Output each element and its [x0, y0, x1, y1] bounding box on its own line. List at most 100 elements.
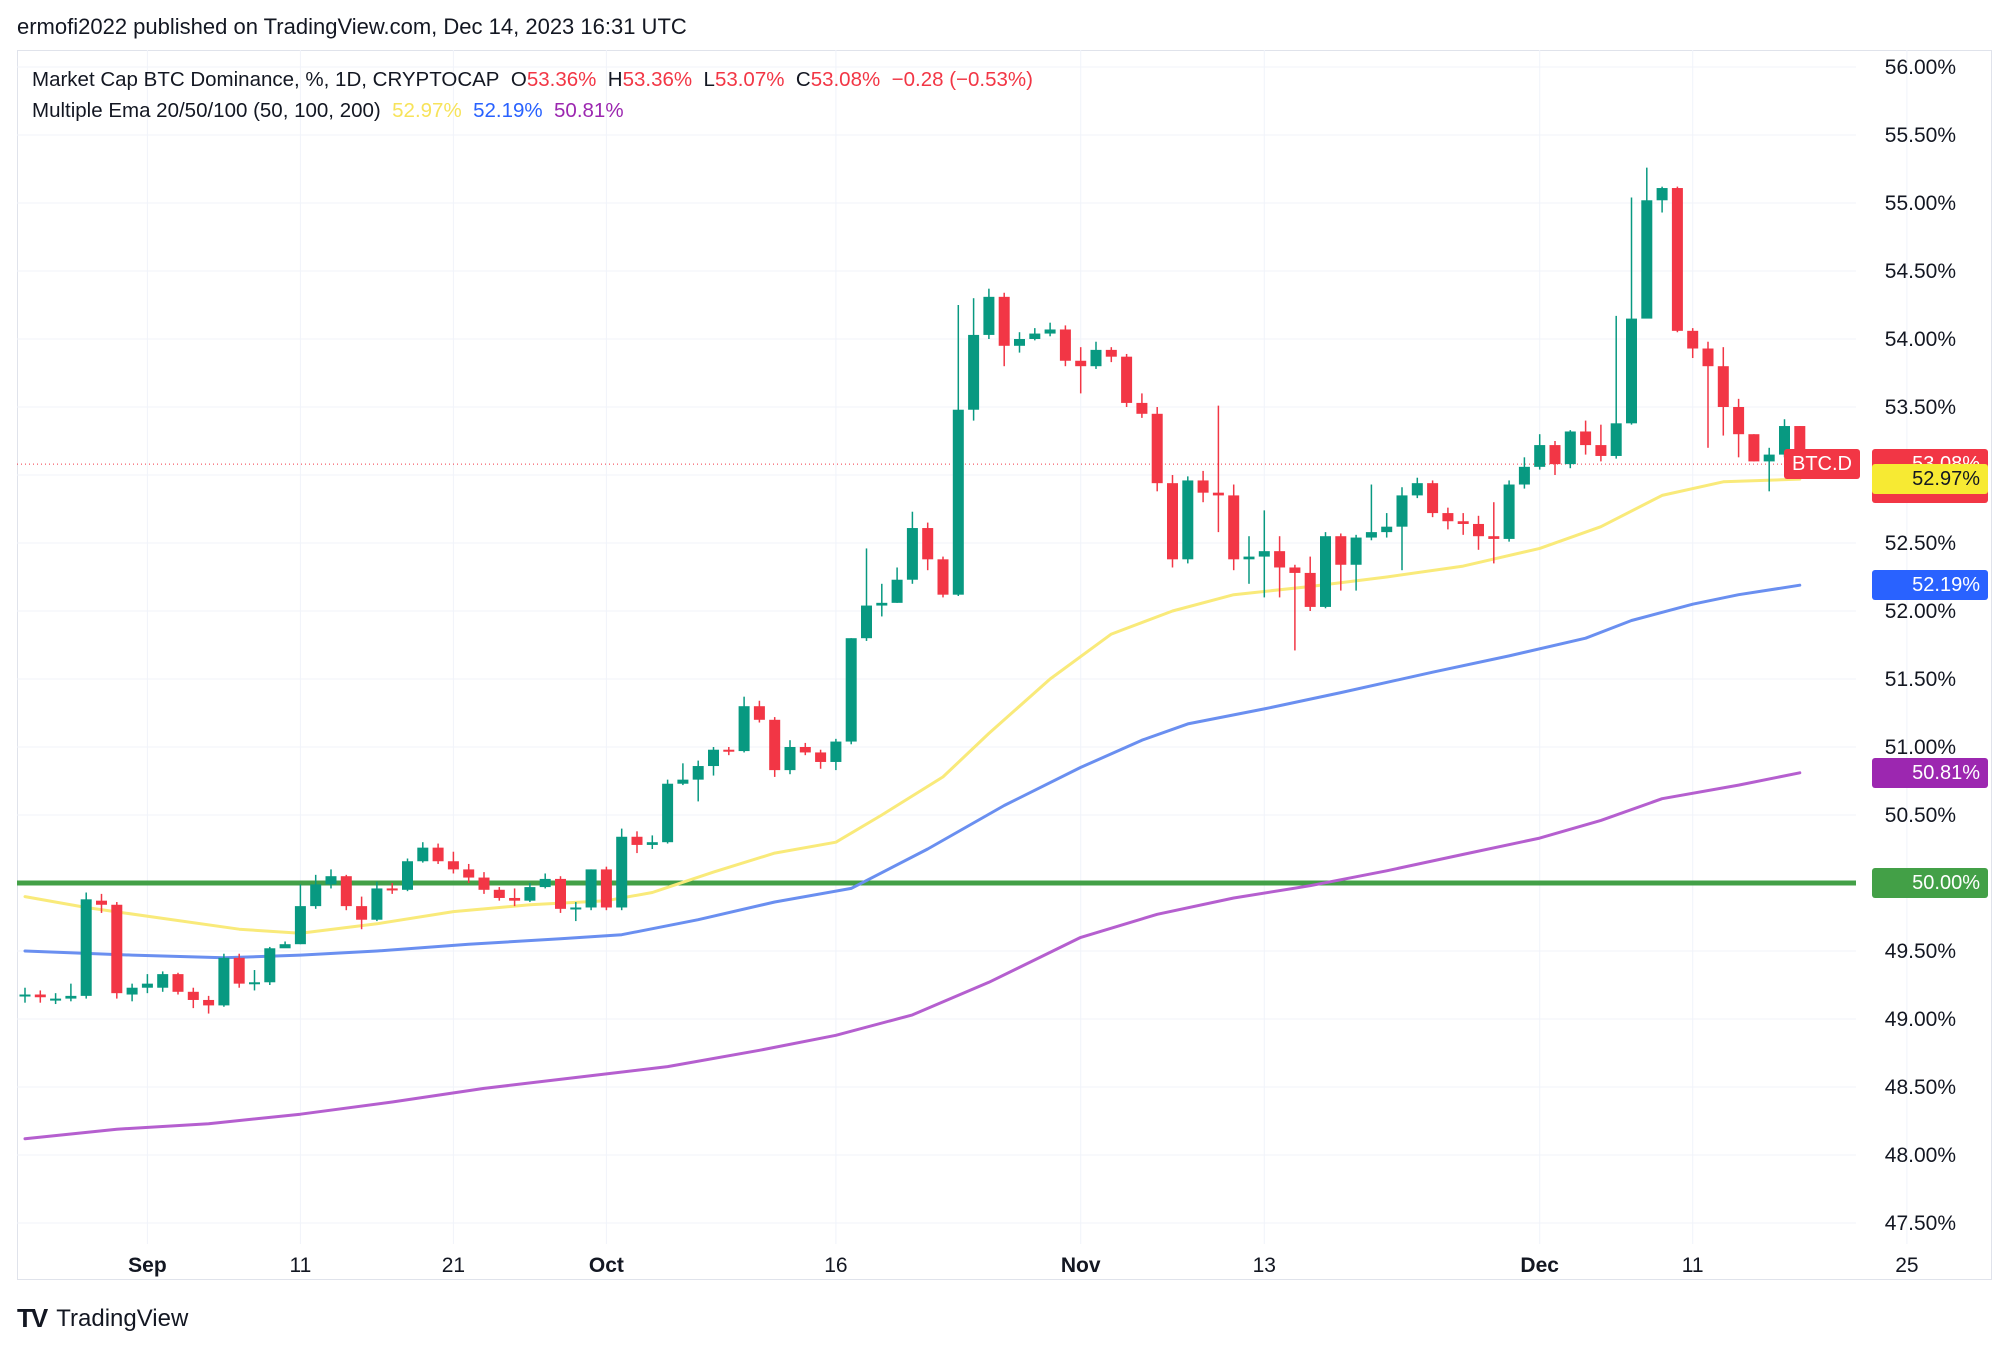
- legend-symbol[interactable]: Market Cap BTC Dominance, %, 1D, CRYPTOC…: [32, 68, 500, 91]
- candle-down: [493, 887, 505, 901]
- candle-body: [1212, 492, 1224, 496]
- candle-up: [524, 883, 536, 903]
- legend-ema100-value: 50.81%: [554, 99, 624, 122]
- candle-up: [616, 828, 628, 911]
- candle-body: [1289, 567, 1301, 573]
- candle-body: [1228, 495, 1240, 560]
- footer-branding[interactable]: TV TradingView: [17, 1303, 188, 1334]
- candle-up: [1396, 487, 1408, 571]
- candle-down: [723, 747, 735, 756]
- candle-up: [891, 567, 903, 603]
- candle-body: [830, 741, 842, 762]
- tradingview-logo-icon: TV: [17, 1303, 48, 1333]
- candle-body: [1381, 526, 1393, 533]
- candle-down: [1733, 398, 1745, 458]
- candle-up: [294, 884, 306, 945]
- candle-body: [1121, 356, 1133, 403]
- candle-down: [34, 990, 46, 1003]
- time-tick-label: 11: [1682, 1254, 1704, 1277]
- candle-body: [1794, 426, 1806, 465]
- candle-down: [1228, 484, 1240, 571]
- candle-body: [952, 409, 964, 595]
- candle-down: [753, 700, 765, 723]
- candle-body: [937, 559, 949, 595]
- candle-up: [1411, 477, 1423, 499]
- candle-up: [19, 987, 31, 1003]
- time-tick-label: 25: [1895, 1254, 1918, 1277]
- candle-body: [1427, 483, 1439, 514]
- candle-body: [478, 877, 490, 890]
- candle-body: [1243, 556, 1255, 560]
- candle-body: [1151, 413, 1163, 484]
- candle-up: [1641, 167, 1653, 319]
- price-tick-label: 47.50%: [1885, 1212, 1956, 1235]
- level-line-group: [17, 463, 1856, 886]
- candle-body: [1610, 423, 1622, 456]
- candle-body: [1197, 480, 1209, 493]
- candle-up: [1610, 315, 1622, 459]
- price-tick-label: 49.50%: [1885, 940, 1956, 963]
- candle-up: [218, 953, 230, 1007]
- time-axis[interactable]: Sep 11 21 Oct 16 Nov 13 Dec 11 25: [128, 1254, 1918, 1277]
- candle-up: [738, 696, 750, 753]
- candle-body: [539, 878, 551, 888]
- candle-body: [1029, 333, 1041, 339]
- candle-body: [815, 752, 827, 762]
- legend-indicator-name[interactable]: Multiple Ema 20/50/100 (50, 100, 200): [32, 99, 381, 122]
- price-tick-label: 48.50%: [1885, 1076, 1956, 1099]
- price-tick-label: 54.50%: [1885, 260, 1956, 283]
- candle-body: [1671, 188, 1683, 331]
- candle-down: [555, 876, 566, 913]
- candle-body: [50, 998, 62, 1001]
- chart-frame[interactable]: [17, 50, 1992, 1280]
- candle-body: [616, 836, 628, 908]
- candle-down: [600, 866, 612, 911]
- candle-down: [478, 872, 490, 894]
- candle-body: [126, 987, 138, 995]
- candle-body: [1641, 200, 1653, 319]
- candle-down: [1442, 507, 1454, 530]
- candle-body: [1335, 536, 1347, 565]
- candle-down: [1335, 533, 1347, 591]
- candle-down: [1702, 341, 1714, 448]
- candle-body: [509, 897, 521, 901]
- candle-down: [172, 972, 184, 995]
- candle-body: [1733, 407, 1745, 435]
- candle-down: [1059, 325, 1071, 367]
- legend-high: 53.36%: [622, 68, 693, 91]
- candle-down: [631, 831, 643, 854]
- candle-body: [1457, 521, 1469, 524]
- candle-up: [539, 873, 551, 889]
- price-tick-label: 49.00%: [1885, 1008, 1956, 1031]
- candle-body: [1059, 329, 1071, 361]
- candle-body: [1044, 329, 1056, 334]
- candle-body: [692, 766, 704, 780]
- ema20-price-tag: 52.97%: [1872, 464, 1988, 495]
- candle-up: [1258, 510, 1270, 598]
- candle-up: [126, 983, 138, 1002]
- grid-lines: [17, 50, 1908, 1244]
- candle-down: [1748, 434, 1760, 462]
- price-axis[interactable]: 56.00%55.50%55.00%54.50%54.00%53.50%53.0…: [1885, 56, 1956, 1235]
- candle-body: [662, 783, 674, 843]
- candle-body: [677, 779, 689, 784]
- candle-up: [325, 869, 337, 889]
- candle-down: [1717, 347, 1729, 436]
- candle-down: [1549, 441, 1561, 475]
- legend-close: 53.08%: [810, 68, 881, 91]
- candle-up: [876, 583, 888, 617]
- candle-down: [1580, 420, 1592, 455]
- candle-body: [187, 991, 199, 1000]
- candle-body: [1167, 483, 1178, 560]
- candle-body: [555, 878, 566, 909]
- candle-body: [340, 876, 352, 907]
- candle-body: [1136, 402, 1148, 414]
- candle-up: [1014, 332, 1025, 353]
- candle-body: [1304, 572, 1316, 607]
- candle-body: [646, 842, 658, 845]
- candle-down: [1457, 513, 1469, 535]
- candle-body: [402, 861, 413, 890]
- candle-body: [34, 994, 46, 998]
- candle-up: [692, 760, 704, 802]
